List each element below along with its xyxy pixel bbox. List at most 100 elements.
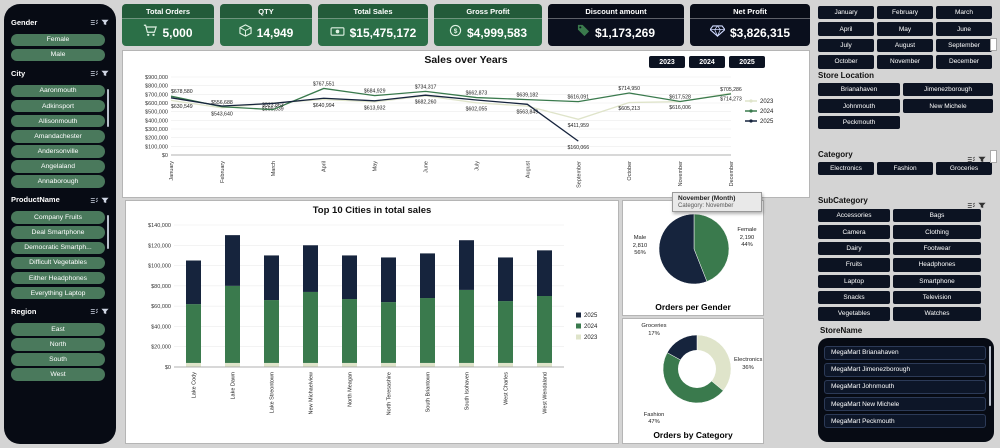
year-button[interactable]: 2024: [689, 56, 725, 68]
store-location-item[interactable]: Jimenezborough: [903, 83, 993, 97]
filter-icon[interactable]: [978, 150, 986, 168]
multi-select-icon[interactable]: [90, 302, 98, 320]
month-button[interactable]: March: [936, 6, 992, 20]
multi-select-icon[interactable]: [967, 196, 975, 214]
cart-icon: [143, 24, 158, 42]
svg-text:$100,000: $100,000: [145, 144, 168, 150]
city-filter-item[interactable]: Angelaland: [11, 160, 105, 173]
region-filter-item[interactable]: North: [11, 338, 105, 351]
month-button[interactable]: April: [818, 22, 874, 36]
page-scrollbar[interactable]: [990, 38, 997, 51]
discount-tag-icon: [577, 24, 590, 42]
multi-select-icon[interactable]: [90, 191, 98, 209]
region-filter-item[interactable]: South: [11, 353, 105, 366]
svg-text:$523,863: $523,863: [262, 103, 284, 109]
gender-pie-chart: [658, 213, 730, 285]
product-filter-item[interactable]: Democratic Smartph...: [11, 241, 105, 255]
scrollbar[interactable]: [106, 88, 109, 127]
svg-text:$767,551: $767,551: [313, 81, 335, 87]
svg-text:North Teresashire: North Teresashire: [387, 372, 393, 415]
year-button[interactable]: 2025: [729, 56, 765, 68]
svg-text:$616,091: $616,091: [567, 95, 589, 101]
page-scrollbar[interactable]: [990, 150, 997, 163]
filter-icon[interactable]: [978, 196, 986, 214]
svg-text:$0: $0: [162, 153, 168, 159]
month-button[interactable]: December: [936, 55, 992, 69]
multi-select-icon[interactable]: [967, 150, 975, 168]
scrollbar[interactable]: [988, 346, 991, 406]
product-filter-item[interactable]: Deal Smartphone: [11, 226, 105, 240]
subcategory-item[interactable]: Vegetables: [818, 307, 890, 321]
store-location-item[interactable]: Brianahaven: [818, 83, 900, 97]
month-button[interactable]: September: [936, 38, 992, 53]
region-section-title: Region: [11, 306, 37, 316]
subcategory-item[interactable]: Laptop: [818, 274, 890, 288]
store-location-item[interactable]: New Michele: [903, 99, 993, 113]
subcategory-item[interactable]: Headphones: [893, 258, 981, 272]
kpi-label: Discount amount: [548, 4, 684, 19]
subcategory-item[interactable]: Bags: [893, 209, 981, 223]
storename-item[interactable]: MegaMart New Michele: [824, 396, 986, 412]
gender-filter-item[interactable]: Female: [11, 33, 105, 47]
region-filter-item[interactable]: East: [11, 322, 105, 336]
month-button[interactable]: July: [818, 38, 874, 53]
subcategory-item[interactable]: Accessories: [818, 209, 890, 223]
city-filter-item[interactable]: Allisonmouth: [11, 114, 105, 128]
subcategory-item[interactable]: Footwear: [893, 241, 981, 256]
subcategory-item[interactable]: Television: [893, 290, 981, 305]
subcategory-item[interactable]: Clothing: [893, 225, 981, 239]
region-filter-item[interactable]: West: [11, 368, 105, 381]
kpi-label: Gross Profit: [434, 4, 542, 19]
month-button[interactable]: October: [818, 55, 874, 69]
filter-icon[interactable]: [101, 191, 109, 209]
product-filter-item[interactable]: Either Headphones: [11, 271, 105, 285]
month-button[interactable]: May: [877, 22, 933, 36]
store-location-item[interactable]: Johnmouth: [818, 99, 900, 113]
multi-select-icon[interactable]: [90, 13, 98, 31]
subcategory-item[interactable]: Dairy: [818, 241, 890, 256]
city-filter-item[interactable]: Adkinsport: [11, 99, 105, 113]
multi-select-icon[interactable]: [90, 64, 98, 82]
month-button[interactable]: January: [818, 6, 874, 20]
subcategory-item[interactable]: Snacks: [818, 290, 890, 305]
product-filter-item[interactable]: Company Fruits: [11, 211, 105, 224]
store-location-item[interactable]: Peckmouth: [818, 115, 900, 130]
svg-text:Lake Dawn: Lake Dawn: [231, 372, 237, 400]
store-location-title: Store Location: [818, 71, 875, 80]
city-filter-item[interactable]: Annaborough: [11, 175, 105, 188]
subcategory-item[interactable]: Watches: [893, 307, 981, 321]
filter-icon[interactable]: [101, 13, 109, 31]
product-filter-item[interactable]: Difficult Vegetables: [11, 256, 105, 270]
month-button[interactable]: February: [877, 6, 933, 20]
storename-item[interactable]: MegaMart Jimenezborough: [824, 362, 986, 378]
month-button[interactable]: August: [877, 38, 933, 53]
subcategory-item[interactable]: Fruits: [818, 258, 890, 272]
subcategory-item[interactable]: Camera: [818, 225, 890, 239]
year-button[interactable]: 2023: [649, 56, 685, 68]
storename-item[interactable]: MegaMart Johnmouth: [824, 379, 986, 395]
month-button[interactable]: November: [877, 55, 933, 69]
city-filter-item[interactable]: Andersonville: [11, 145, 105, 158]
svg-text:$734,317: $734,317: [415, 84, 437, 90]
gender-filter-item[interactable]: Male: [11, 48, 105, 62]
filter-icon[interactable]: [101, 302, 109, 320]
storename-item[interactable]: MegaMart Brianahaven: [824, 345, 986, 361]
filter-section-region: Region East North South West: [11, 302, 109, 381]
svg-text:January: January: [169, 161, 175, 181]
filter-icon[interactable]: [101, 64, 109, 82]
storename-item[interactable]: MegaMart Peckmouth: [824, 413, 986, 429]
city-filter-item[interactable]: Aaronmouth: [11, 84, 105, 98]
svg-text:2023: 2023: [760, 99, 774, 105]
city-filter-item[interactable]: Amandachester: [11, 129, 105, 143]
month-button[interactable]: June: [936, 22, 992, 36]
product-filter-item[interactable]: Everything Laptop: [11, 286, 105, 300]
subcategory-item[interactable]: Smartphone: [893, 274, 981, 288]
category-item[interactable]: Groceries: [936, 162, 992, 176]
scrollbar[interactable]: [106, 215, 109, 250]
svg-text:$300,000: $300,000: [145, 127, 168, 133]
category-item[interactable]: Fashion: [877, 162, 933, 176]
svg-text:$630,549: $630,549: [171, 104, 193, 110]
category-item[interactable]: Electronics: [818, 162, 874, 176]
kpi-value: 14,949: [256, 25, 294, 40]
svg-text:Lake Cody: Lake Cody: [192, 372, 198, 399]
